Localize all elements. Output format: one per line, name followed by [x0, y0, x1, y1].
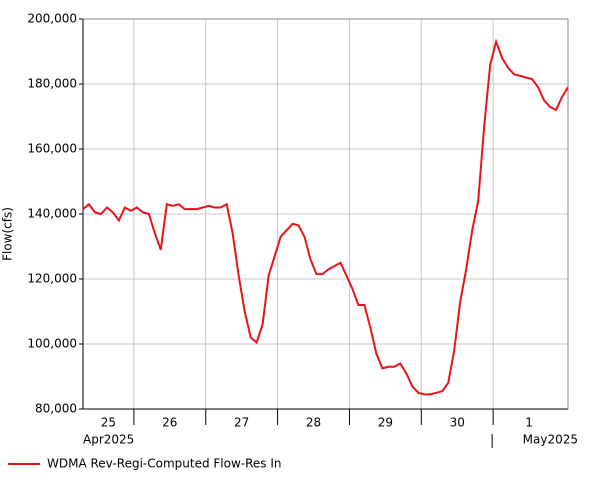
x-tick-label: 29	[378, 416, 393, 430]
data-line	[82, 38, 569, 396]
month-label: Apr2025	[83, 433, 134, 447]
y-axis-label: Flow(cfs)	[1, 207, 15, 261]
y-tick-label: 120,000	[27, 272, 77, 286]
x-tick-label: 25	[101, 416, 116, 430]
y-tick-label: 200,000	[27, 12, 77, 26]
x-tick-label: 1	[525, 416, 533, 430]
y-tick-label: 100,000	[27, 337, 77, 351]
x-tick-label: 28	[306, 416, 321, 430]
y-tick-label: 180,000	[27, 77, 77, 91]
y-tick-label: 160,000	[27, 142, 77, 156]
y-tick-label: 80,000	[35, 402, 77, 416]
x-tick-label: 26	[162, 416, 177, 430]
legend-label: WDMA Rev-Regi-Computed Flow-Res In	[47, 457, 282, 471]
x-tick-label: 27	[234, 416, 249, 430]
x-tick-label: 30	[450, 416, 465, 430]
y-tick-label: 140,000	[27, 207, 77, 221]
month-label: May2025	[523, 433, 578, 447]
